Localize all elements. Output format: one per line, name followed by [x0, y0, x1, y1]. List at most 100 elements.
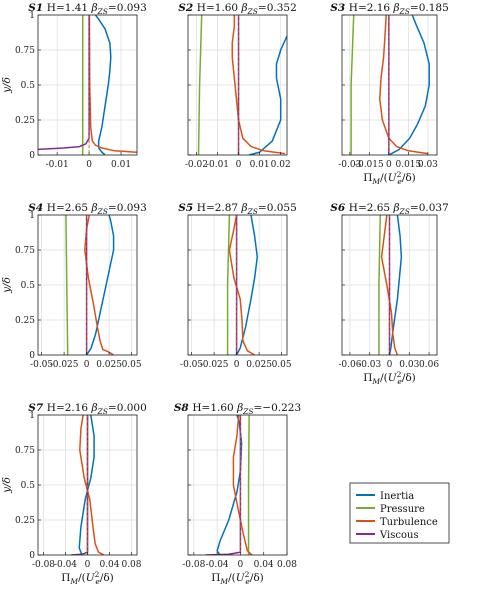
series-line-viscous: [38, 15, 90, 151]
x-tick-label: 0: [236, 160, 242, 170]
x-tick-label: -0.06: [338, 360, 361, 370]
series-line-pressure: [350, 15, 355, 155]
series-line-inertia: [85, 215, 115, 355]
y-tick-label: 0.25: [15, 516, 35, 526]
series-line-turbulence: [228, 215, 255, 355]
series-line-inertia: [388, 15, 430, 155]
x-tick-label: -0.08: [182, 560, 205, 570]
y-tick-label: 0.75: [15, 246, 35, 256]
y-tick-label: 0.25: [15, 316, 35, 326]
x-tick-label: 0.06: [419, 360, 439, 370]
series-line-pressure: [197, 15, 203, 155]
y-axis-label: y/δ: [1, 477, 13, 494]
legend-label-viscous: Viscous: [379, 530, 419, 541]
x-tick-label: 0: [84, 360, 90, 370]
panel-title: S5 H=2.87 βZS=0.055: [178, 202, 297, 216]
panel-title: S4 H=2.65 βZS=0.093: [28, 202, 147, 216]
series-line-inertia: [94, 15, 112, 155]
panel-title: S1 H=1.41 βZS=0.093: [28, 2, 147, 16]
x-tick-label: 0.025: [246, 360, 272, 370]
series-line-turbulence: [232, 415, 253, 555]
series-line-inertia: [235, 215, 259, 355]
legend-label-inertia: Inertia: [380, 491, 414, 502]
series-line-pressure: [378, 215, 382, 355]
panel-s2: -0.02-0.01 0 0.01 0.02 S2 H=1.60 βZS=0.352: [178, 2, 297, 170]
y-tick-label: 0: [29, 151, 35, 161]
y-tick-label: 0.75: [15, 446, 35, 456]
series-line-turbulence: [378, 15, 428, 155]
x-tick-label: 0.08: [277, 560, 297, 570]
x-tick-label: 0.08: [121, 560, 141, 570]
x-tick-label: -0.03: [338, 160, 361, 170]
y-tick-label: 0.5: [21, 81, 36, 91]
x-tick-label: -0.025: [50, 360, 79, 370]
y-tick-label: 1: [29, 411, 35, 421]
x-tick-label: 0: [387, 360, 393, 370]
panel-title: S8 H=1.60 βZS=−0.223: [174, 402, 301, 416]
x-axis-label: ΠM/(U2 e/δ): [363, 170, 416, 186]
x-axis-label: ΠM/(U2 e/δ): [363, 370, 416, 386]
panel-title: S6 H=2.65 βZS=0.037: [330, 202, 449, 216]
series-line-turbulence: [79, 415, 105, 555]
panel-s7: -0.08-0.04 0 0.04 0.08 0 0.25 0.5 0.75 1S7 H=2.1…: [1, 402, 147, 586]
x-axis-label: ΠM/(U2 e/δ): [61, 570, 114, 586]
x-tick-label: 0.05: [272, 360, 292, 370]
x-tick-label: -0.08: [32, 560, 55, 570]
series-line-pressure: [247, 415, 250, 555]
x-tick-label: 0.04: [254, 560, 274, 570]
x-tick-label: -0.03: [358, 360, 381, 370]
y-tick-label: 0.5: [21, 481, 36, 491]
x-tick-label: 0.015: [395, 160, 421, 170]
x-tick-label: 0.04: [99, 560, 119, 570]
x-tick-label: -0.04: [54, 560, 77, 570]
x-tick-label: -0.025: [200, 360, 229, 370]
x-tick-label: -0.015: [355, 160, 384, 170]
y-axis-label: y/δ: [1, 277, 13, 294]
y-tick-label: 0.75: [15, 46, 35, 56]
x-tick-label: 0.02: [271, 160, 291, 170]
x-tick-label: 0: [234, 360, 240, 370]
panel-s4: -0.05-0.025 0 0.025 0.05 0 0.25 0.5 0.75 1S4 H=2…: [1, 202, 147, 370]
panel-s1: -0.01 0 0.01 0 0.25 0.5 0.75 1S1 H=1.41 βZS=0.0…: [1, 2, 147, 170]
x-tick-label: 0.01: [111, 160, 131, 170]
legend-label-turbulence: Turbulence: [380, 517, 438, 528]
series-line-inertia: [388, 215, 403, 355]
x-tick-label: 0: [85, 560, 91, 570]
panel-title: S7 H=2.16 βZS=0.000: [28, 402, 147, 416]
series-line-turbulence: [231, 15, 285, 155]
panel-title: S3 H=2.16 βZS=0.185: [330, 2, 449, 16]
x-tick-label: -0.05: [30, 360, 53, 370]
x-tick-label: 0.05: [122, 360, 142, 370]
x-tick-label: -0.04: [206, 560, 229, 570]
x-tick-label: -0.05: [180, 360, 203, 370]
panel-title: S2 H=1.60 βZS=0.352: [178, 2, 297, 16]
series-line-pressure: [65, 215, 69, 355]
series-line-inertia: [248, 35, 287, 155]
y-tick-label: 1: [29, 11, 35, 21]
y-axis-label: y/δ: [1, 77, 13, 94]
x-tick-label: -0.01: [206, 160, 229, 170]
y-tick-label: 1: [29, 211, 35, 221]
series-line-turbulence: [88, 15, 137, 153]
y-tick-label: 0: [29, 351, 35, 361]
x-axis-label: ΠM/(U2 e/δ): [211, 570, 264, 586]
legend-label-pressure: Pressure: [380, 504, 425, 515]
x-tick-label: 0.025: [96, 360, 122, 370]
panel-s6: -0.06-0.03 0 0.03 0.06 S6 H=2.65 βZS=0.037 ΠM…: [330, 202, 449, 386]
x-tick-label: -0.02: [185, 160, 208, 170]
x-tick-label: -0.01: [46, 160, 69, 170]
x-tick-label: 0.03: [418, 160, 438, 170]
series-line-turbulence: [84, 215, 114, 355]
y-tick-label: 0.25: [15, 116, 35, 126]
x-tick-label: 0.01: [250, 160, 270, 170]
x-tick-label: 0.03: [399, 360, 419, 370]
series-line-pressure: [226, 215, 231, 355]
legend: Inertia Pressure Turbulence Viscous: [349, 482, 450, 544]
x-tick-label: 0: [386, 160, 392, 170]
y-tick-label: 0: [29, 551, 35, 561]
panel-s5: -0.05-0.025 0 0.025 0.05 S5 H=2.87 βZS=0.055: [178, 202, 297, 370]
panel-s8: -0.08 -0.04 0 0.04 0.08 S8 H=1.60 βZS=−0.223 Π…: [174, 402, 301, 586]
